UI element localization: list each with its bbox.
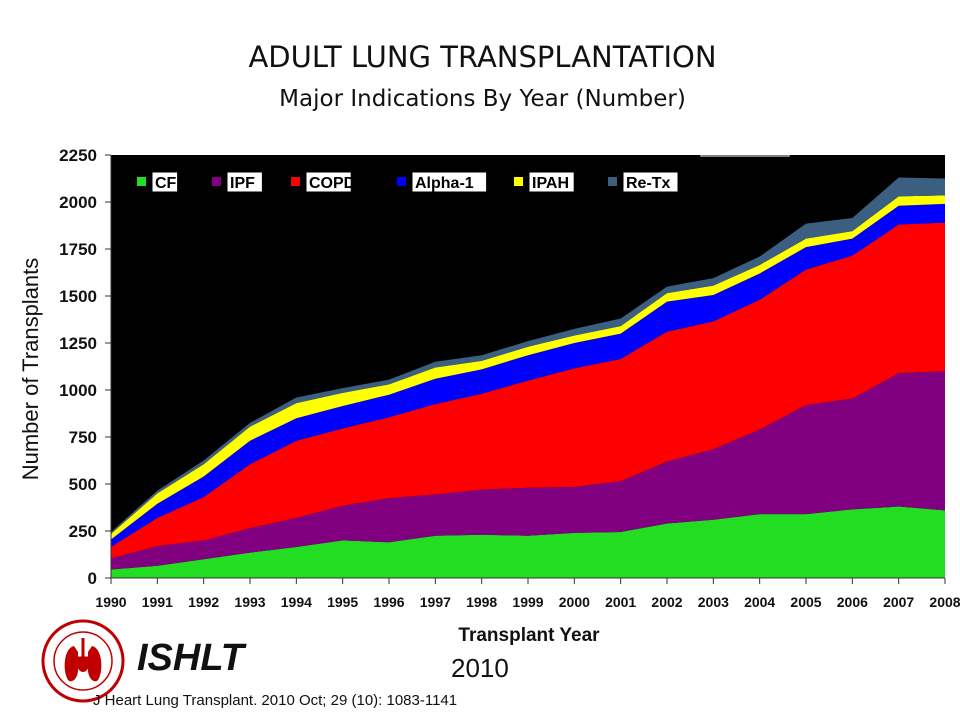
area-series-cf <box>111 506 945 578</box>
x-tick-label: 2002 <box>651 594 682 610</box>
y-tick-label: 1500 <box>59 287 97 306</box>
x-tick-label: 2006 <box>837 594 868 610</box>
legend-label-box-ipf <box>226 171 263 193</box>
x-tick-label: 1995 <box>327 594 358 610</box>
y-tick-label: 500 <box>69 475 97 494</box>
x-tick-label: 2003 <box>698 594 729 610</box>
area-series-alpha-1 <box>111 203 945 547</box>
x-tick-label: 2000 <box>559 594 590 610</box>
y-tick-label: 750 <box>69 428 97 447</box>
citation: J Heart Lung Transplant. 2010 Oct; 29 (1… <box>93 692 458 709</box>
legend-label-box-cf <box>151 171 179 193</box>
x-tick-label: 1999 <box>512 594 543 610</box>
x-tick-label: 1996 <box>373 594 404 610</box>
y-tick-label: 1000 <box>59 381 97 400</box>
chart-subtitle: Major Indications By Year (Number) <box>279 86 686 112</box>
legend-label-ipf: IPF <box>230 175 255 192</box>
x-axis-title: Transplant Year <box>458 625 600 646</box>
x-tick-label: 1991 <box>142 594 173 610</box>
legend-label-ipah: IPAH <box>532 175 569 192</box>
x-tick-label: 1992 <box>188 594 219 610</box>
legend-label-box-alpha-1 <box>411 171 488 193</box>
x-tick-label: 2005 <box>790 594 821 610</box>
y-tick-label: 250 <box>69 522 97 541</box>
legend-swatch-cf <box>137 177 146 186</box>
organization-name: ISHLT <box>137 637 244 679</box>
legend-swatch-copd <box>291 177 300 186</box>
legend-swatch-alpha-1 <box>397 177 406 186</box>
area-series-ipah <box>111 195 945 540</box>
x-tick-label: 1994 <box>281 594 312 610</box>
x-tick-label: 1993 <box>234 594 265 610</box>
legend-swatch-ipf <box>212 177 221 186</box>
x-tick-label: 2007 <box>883 594 914 610</box>
x-tick-label: 2008 <box>929 594 960 610</box>
x-tick-label: 1997 <box>420 594 451 610</box>
y-tick-label: 2250 <box>59 146 97 165</box>
x-tick-label: 2001 <box>605 594 636 610</box>
legend-label-re-tx: Re-Tx <box>626 175 671 192</box>
legend-swatch-ipah <box>514 177 523 186</box>
area-series-ipf <box>111 371 945 570</box>
series-areas <box>111 177 945 578</box>
y-tick-label: 0 <box>88 569 97 588</box>
y-axis: 0 250 500 750 1000 1250 1500 1750 2000 2250 <box>59 146 112 588</box>
legend-label-box-ipah <box>528 171 575 193</box>
legend-label-box-re-tx <box>622 171 679 193</box>
ishlt-society-seal-icon <box>40 618 126 709</box>
x-tick-label: 1998 <box>466 594 497 610</box>
x-axis: 1990 1991 1992 1993 1994 1995 1996 1997 1998 1999… <box>95 577 960 610</box>
area-series-re-tx <box>111 177 945 534</box>
legend-label-box-copd <box>305 171 352 193</box>
legend-extra-box <box>700 149 790 157</box>
y-tick-label: 1750 <box>59 240 97 259</box>
x-tick-label: 1990 <box>95 594 126 610</box>
area-series-copd <box>111 222 945 559</box>
x-tick-label: 2004 <box>744 594 775 610</box>
publication-year: 2010 <box>451 653 509 683</box>
legend: CF IPF COPD Alpha-1 IPAH Re-Tx <box>137 171 679 193</box>
legend-label-alpha-1: Alpha-1 <box>415 175 474 192</box>
y-axis-title: Number of Transplants <box>18 258 43 481</box>
y-tick-label: 1250 <box>59 334 97 353</box>
chart-title: ADULT LUNG TRANSPLANTATION <box>248 40 717 74</box>
legend-label-cf: CF <box>155 175 177 192</box>
y-tick-label: 2000 <box>59 193 97 212</box>
legend-label-copd: COPD <box>309 175 355 192</box>
legend-swatch-re-tx <box>608 177 617 186</box>
